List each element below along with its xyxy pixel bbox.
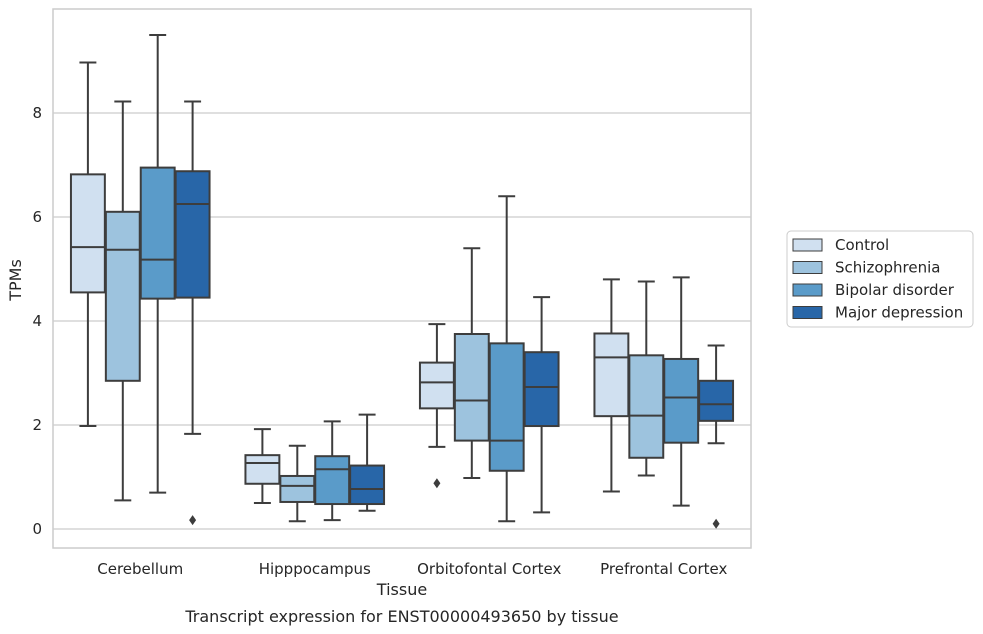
box-control [69,61,106,428]
y-tick-label: 4 [32,312,42,330]
y-tick-label: 6 [32,208,42,226]
box-body [698,379,735,422]
box-body [69,173,106,294]
box-bipolar-disorder [139,34,176,494]
box-bipolar-disorder [663,276,700,507]
legend-label: Major depression [835,304,963,322]
legend-swatch [792,238,823,252]
box-body [418,361,455,410]
box-body [663,357,700,444]
x-tick-labels: Cerebellum Hipppocampus Orbitofontal Corte… [97,560,727,578]
outlier-point [433,478,441,489]
legend-label: Schizophrenia [835,259,940,277]
x-axis-label: Tissue [376,580,427,599]
box-bipolar-disorder [488,195,525,523]
plot-frame [52,8,752,549]
x-tick-label: Prefrontal Cortex [600,560,727,578]
y-axis-label: TPMs [6,259,25,302]
box-body [279,474,316,503]
legend-item: Schizophrenia [792,259,940,277]
box-major-depression [523,296,560,514]
outlier-point [189,515,197,526]
legend-swatch [792,306,823,319]
box-schizophrenia [279,444,316,523]
box-body [104,210,141,382]
legend: Control Schizophrenia Bipolar disorder Majo… [786,230,974,328]
legend-label: Bipolar disorder [835,281,955,299]
legend-item: Major depression [792,304,963,322]
y-tick-label: 8 [32,104,42,122]
box-layer [69,34,735,529]
box-body [244,454,281,485]
legend-swatch [792,283,823,297]
box-major-depression [698,344,735,529]
box-control [244,428,281,504]
box-body [314,455,351,506]
chart-caption: Transcript expression for ENST0000049365… [184,607,618,626]
legend-item: Bipolar disorder [792,281,955,299]
y-tick-labels: 0 2 4 6 8 [32,104,42,538]
legend-swatch [792,261,823,274]
box-body [488,342,525,472]
outlier-point [712,518,720,529]
box-body [593,332,630,418]
box-schizophrenia [453,247,490,480]
box-body [174,170,211,299]
y-tick-label: 2 [32,416,42,434]
box-body [349,464,386,506]
box-control [418,323,455,489]
x-tick-label: Cerebellum [97,560,183,578]
box-body [628,354,665,459]
x-tick-label: Hipppocampus [259,560,371,578]
legend-item: Control [792,236,889,254]
box-schizophrenia [104,100,141,502]
x-tick-label: Orbitofontal Cortex [417,560,561,578]
box-control [593,278,630,493]
box-body [453,333,490,442]
box-major-depression [174,100,211,526]
box-schizophrenia [628,280,665,477]
box-major-depression [349,413,386,512]
box-bipolar-disorder [314,420,351,522]
box-body [139,166,176,300]
legend-frame [786,230,974,328]
box-body [523,351,560,428]
y-tick-label: 0 [32,520,42,538]
legend-label: Control [835,236,889,254]
